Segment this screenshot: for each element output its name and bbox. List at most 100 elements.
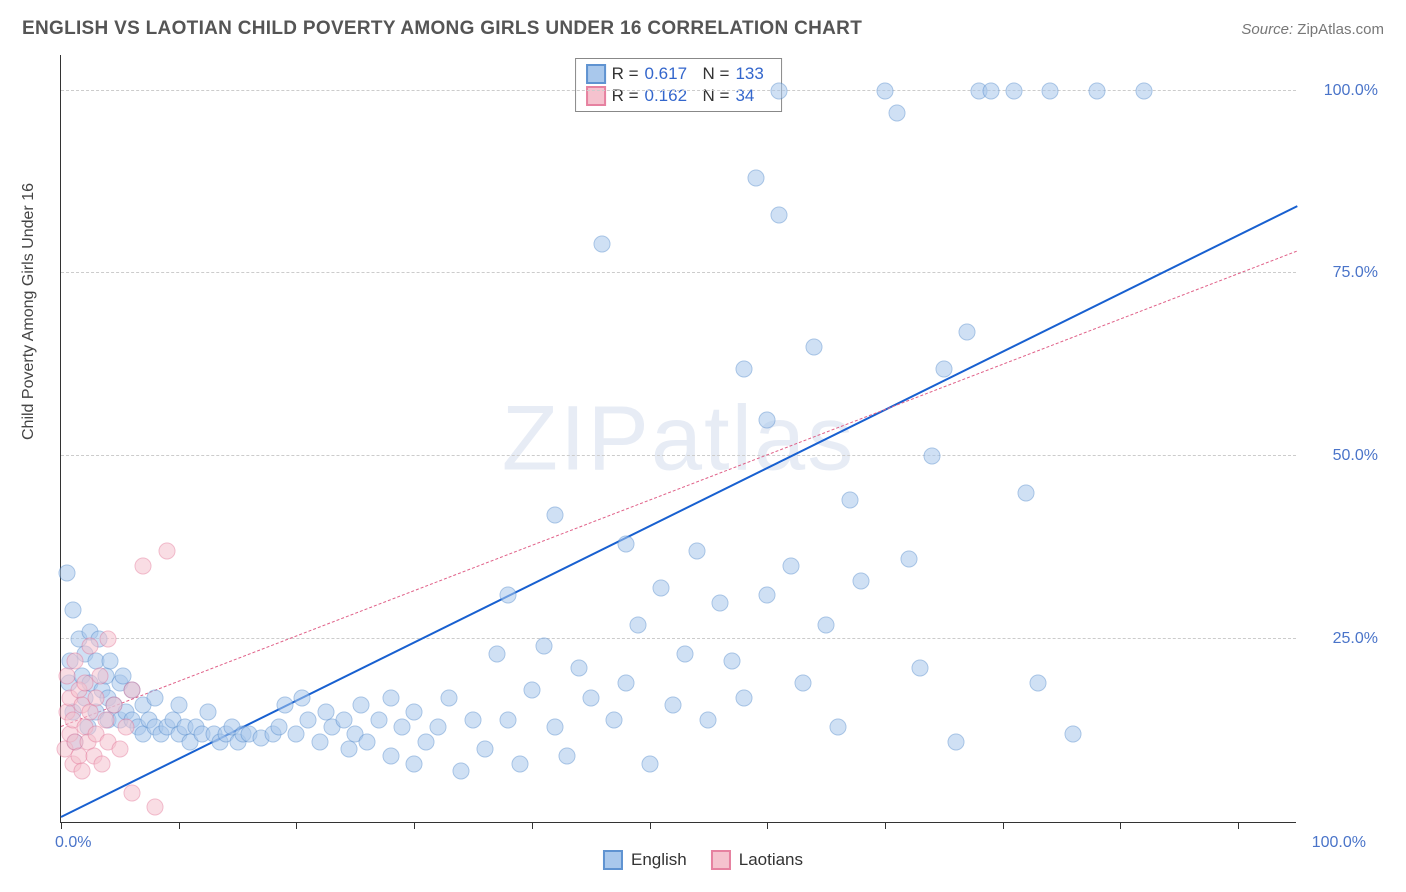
data-point <box>1088 82 1105 99</box>
data-point <box>123 784 140 801</box>
data-point <box>500 587 517 604</box>
data-point <box>759 587 776 604</box>
data-point <box>959 323 976 340</box>
watermark-part1: ZIP <box>502 387 651 489</box>
legend-label: English <box>631 850 687 870</box>
x-tick <box>61 822 62 829</box>
x-tick-label-right: 100.0% <box>1312 834 1366 852</box>
data-point <box>105 696 122 713</box>
data-point <box>606 711 623 728</box>
data-point <box>335 711 352 728</box>
legend-swatch <box>711 850 731 870</box>
data-point <box>900 550 917 567</box>
source-attribution: Source: ZipAtlas.com <box>1241 21 1384 38</box>
data-point <box>794 675 811 692</box>
chart-title: ENGLISH VS LAOTIAN CHILD POVERTY AMONG G… <box>22 18 862 40</box>
header: ENGLISH VS LAOTIAN CHILD POVERTY AMONG G… <box>22 18 1384 40</box>
data-point <box>123 682 140 699</box>
stats-legend-row: R =0.617N =133 <box>586 63 772 85</box>
data-point <box>88 689 105 706</box>
data-point <box>512 755 529 772</box>
data-point <box>618 675 635 692</box>
data-point <box>158 543 175 560</box>
y-tick-label: 75.0% <box>1333 264 1378 282</box>
data-point <box>912 660 929 677</box>
x-tick <box>179 822 180 829</box>
data-point <box>547 718 564 735</box>
data-point <box>500 711 517 728</box>
data-point <box>64 601 81 618</box>
data-point <box>629 616 646 633</box>
data-point <box>935 360 952 377</box>
data-point <box>465 711 482 728</box>
data-point <box>888 104 905 121</box>
y-axis-label: Child Poverty Among Girls Under 16 <box>20 183 38 440</box>
watermark: ZIPatlas <box>502 386 855 491</box>
data-point <box>382 748 399 765</box>
x-tick <box>650 822 651 829</box>
data-point <box>1006 82 1023 99</box>
data-point <box>1135 82 1152 99</box>
data-point <box>453 762 470 779</box>
data-point <box>1018 484 1035 501</box>
data-point <box>74 762 91 779</box>
data-point <box>806 338 823 355</box>
data-point <box>170 696 187 713</box>
data-point <box>58 565 75 582</box>
data-point <box>370 711 387 728</box>
data-point <box>523 682 540 699</box>
x-tick <box>1120 822 1121 829</box>
legend-item: Laotians <box>711 850 803 870</box>
data-point <box>288 726 305 743</box>
data-point <box>341 740 358 757</box>
data-point <box>653 579 670 596</box>
data-point <box>294 689 311 706</box>
n-label: N = <box>703 64 730 84</box>
data-point <box>82 638 99 655</box>
data-point <box>111 740 128 757</box>
data-point <box>700 711 717 728</box>
data-point <box>535 638 552 655</box>
data-point <box>947 733 964 750</box>
data-point <box>559 748 576 765</box>
x-tick-label-left: 0.0% <box>55 834 91 852</box>
data-point <box>771 82 788 99</box>
x-tick <box>1003 822 1004 829</box>
data-point <box>547 506 564 523</box>
gridline-h <box>61 272 1296 273</box>
data-point <box>394 718 411 735</box>
data-point <box>735 360 752 377</box>
data-point <box>417 733 434 750</box>
series-legend: English Laotians <box>603 850 803 870</box>
data-point <box>759 411 776 428</box>
data-point <box>147 689 164 706</box>
data-point <box>829 718 846 735</box>
scatter-chart: ZIPatlas R =0.617N =133R =0.162N =34 25.… <box>60 55 1296 823</box>
data-point <box>117 718 134 735</box>
y-tick-label: 25.0% <box>1333 630 1378 648</box>
x-tick <box>767 822 768 829</box>
data-point <box>91 667 108 684</box>
data-point <box>665 696 682 713</box>
data-point <box>429 718 446 735</box>
data-point <box>594 236 611 253</box>
data-point <box>276 696 293 713</box>
data-point <box>712 594 729 611</box>
x-tick <box>414 822 415 829</box>
data-point <box>877 82 894 99</box>
data-point <box>818 616 835 633</box>
source-value: ZipAtlas.com <box>1297 21 1384 38</box>
data-point <box>676 645 693 662</box>
data-point <box>853 572 870 589</box>
data-point <box>1065 726 1082 743</box>
data-point <box>688 543 705 560</box>
x-tick <box>296 822 297 829</box>
data-point <box>147 799 164 816</box>
data-point <box>311 733 328 750</box>
data-point <box>97 711 114 728</box>
data-point <box>353 696 370 713</box>
data-point <box>476 740 493 757</box>
data-point <box>441 689 458 706</box>
data-point <box>570 660 587 677</box>
data-point <box>270 718 287 735</box>
